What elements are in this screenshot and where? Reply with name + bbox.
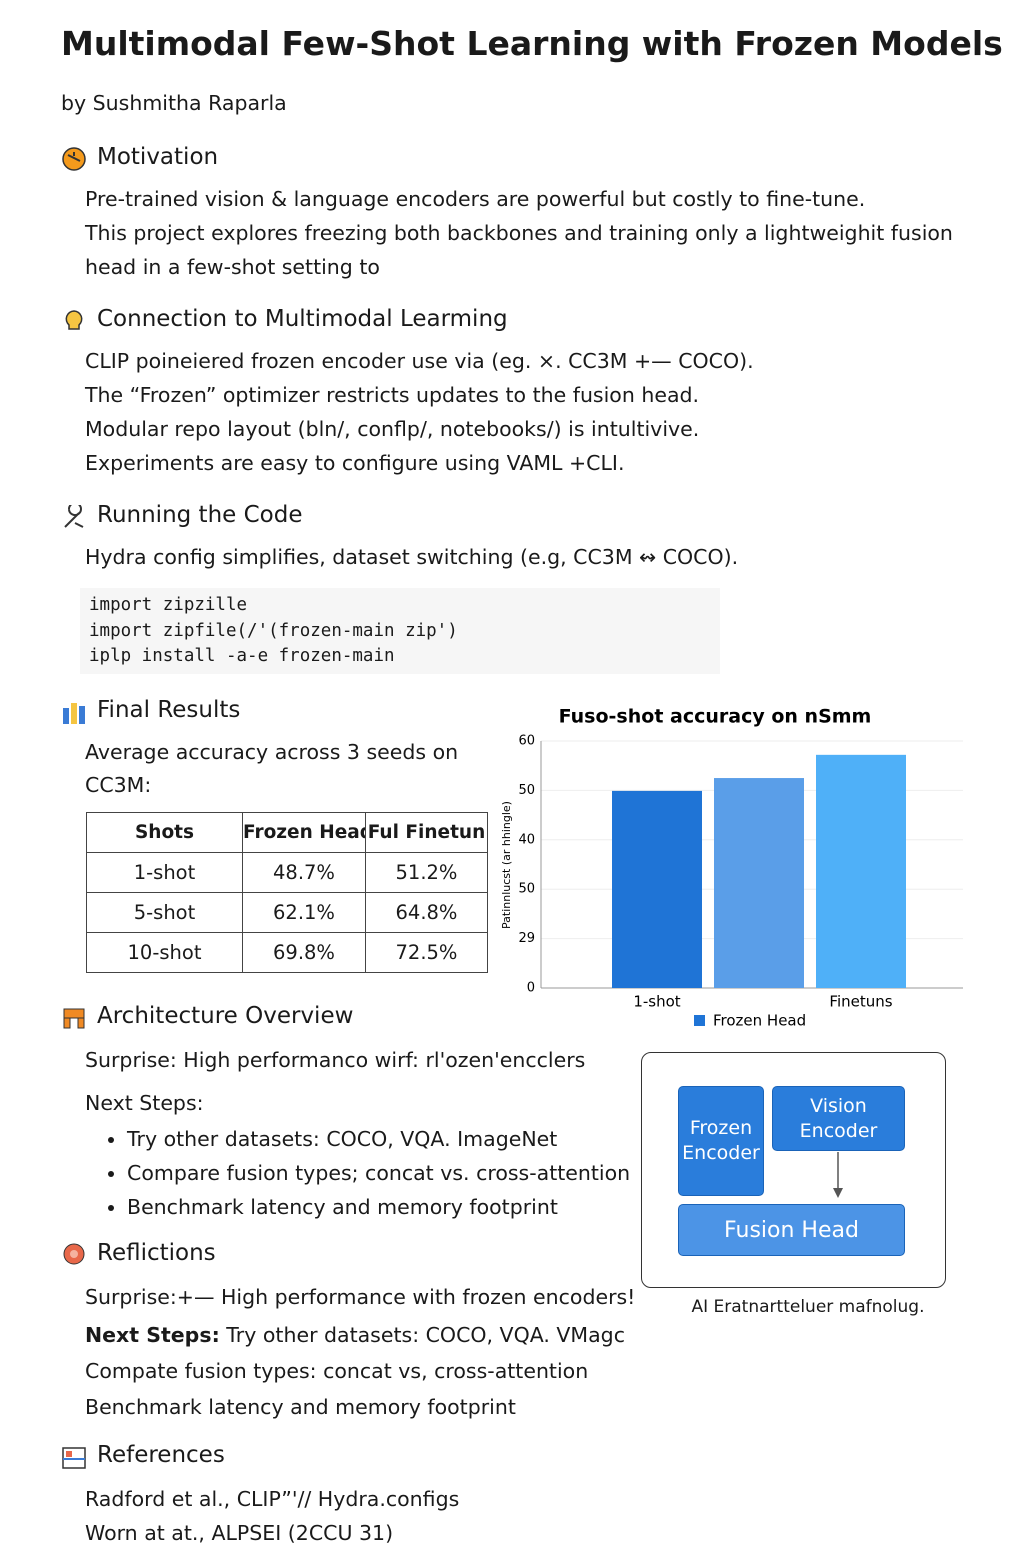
bullet: Benchmark latency and memory footprint [127, 1190, 630, 1224]
author: by Sushmitha Raparla [61, 91, 287, 115]
diagram-node: Frozen Encoder [678, 1086, 764, 1196]
paragraph: Average accuracy across 3 seeds on CC3M: [85, 740, 459, 797]
icon [63, 1243, 85, 1265]
bar [612, 790, 702, 988]
table-header: Frozen Head [242, 812, 366, 853]
icon [63, 1008, 85, 1029]
paragraph: Surprise: High performanco wirf: rl'ozen… [85, 1048, 586, 1072]
section-heading: Reflictions [97, 1240, 216, 1266]
bullet: Try other datasets: COCO, VQA. ImageNet [127, 1122, 630, 1156]
legend-label: Frozen Head [713, 1012, 806, 1030]
diagram-frame [641, 1052, 946, 1288]
bar [816, 754, 906, 988]
diagram-node: Vision Encoder [772, 1086, 905, 1151]
table-cell: 10-shot [86, 932, 243, 973]
code-line: iplp install -a-e frozen-main [89, 646, 395, 666]
chart: Fuso-shot accuracy on nSmm Patinnlucst (… [500, 706, 963, 1030]
page-title: Multimodal Few-Shot Learning with Frozen… [61, 24, 1003, 63]
y-axis-label: Patinnlucst (ar hhingle) [500, 801, 513, 929]
bullet: Compare fusion types; concat vs. cross-a… [127, 1156, 630, 1190]
section-heading: Architecture Overview [97, 1003, 354, 1029]
y-tick-label: 40 [518, 832, 535, 847]
table-cell: 69.8% [242, 932, 366, 973]
paragraph: The “Frozen” optimizer restricts updates… [85, 383, 700, 407]
diagram-arrow [833, 1152, 843, 1198]
paragraph: CLIP poineiered frozen encoder use via (… [85, 349, 754, 373]
table-cell: 72.5% [365, 932, 488, 973]
paragraph: Pre-trained vision & language encoders a… [85, 187, 866, 211]
icon [62, 1447, 86, 1469]
y-tick-label: 0 [527, 981, 535, 996]
code-block: import zipzille import zipfile(/'(frozen-… [80, 588, 720, 674]
icon [62, 147, 86, 171]
table-cell: 64.8% [365, 892, 488, 933]
y-tick-label: 60 [518, 734, 535, 749]
code-line: import zipzille [89, 595, 248, 615]
icon [64, 505, 84, 528]
table-cell: 48.7% [242, 852, 366, 893]
y-tick-label: 50 [518, 783, 535, 798]
y-tick-label: 29 [518, 931, 535, 946]
section-heading: Final Results [97, 697, 241, 723]
icon [63, 703, 85, 724]
section-heading: Running the Code [97, 502, 303, 528]
x-tick-label: Finetuns [829, 993, 892, 1011]
table-header: Shots [86, 812, 243, 853]
bar [714, 778, 804, 988]
legend-swatch [694, 1015, 705, 1026]
bullet-list: Try other datasets: COCO, VQA. ImageNet … [85, 1122, 630, 1224]
table-header: Ful Finetun [365, 812, 488, 853]
paragraph: Experiments are easy to configure using … [85, 451, 625, 475]
section-heading: References [97, 1442, 225, 1468]
diagram-caption: AI Eratnartteluer mafnolug. [691, 1297, 925, 1317]
paragraph: Worn at at., ALPSEI (2CCU 31) [85, 1521, 394, 1545]
paragraph: Hydra config simplifies, dataset switchi… [85, 545, 739, 569]
paragraph: Surprise:+— High performance with frozen… [85, 1285, 636, 1309]
chart-title: Fuso-shot accuracy on nSmm [559, 706, 872, 728]
icon [65, 310, 83, 330]
paragraph: This project explores freezing both back… [85, 221, 953, 279]
paragraph: Benchmark latency and memory footprint [85, 1395, 516, 1419]
paragraph: Next Steps: Try other datasets: COCO, VQ… [85, 1318, 625, 1352]
table-cell: 51.2% [365, 852, 488, 893]
paragraph: Compate fusion types: concat vs, cross-a… [85, 1359, 589, 1383]
diagram-node: Fusion Head [678, 1204, 905, 1256]
text: Try other datasets: COCO, VQA. VMagc [226, 1323, 625, 1347]
paragraph: Modular repo layout (bln/, conflp/, note… [85, 417, 700, 441]
x-tick-label: 1-shot [633, 993, 680, 1011]
section-heading: Connection to Multimodal Learming [97, 306, 508, 332]
label: Next Steps: [85, 1323, 220, 1347]
code-line: import zipfile(/'(frozen-main zip') [89, 620, 458, 641]
table-cell: 1-shot [86, 852, 243, 893]
paragraph: Radford et al., CLIP”'// Hydra.configs [85, 1487, 460, 1511]
y-tick-label: 50 [518, 882, 535, 897]
table-cell: 62.1% [242, 892, 366, 933]
paragraph: Next Steps: [85, 1091, 204, 1115]
results-table: Shots Frozen Head Ful Finetun 1-shot 48.7% 5… [86, 812, 488, 973]
table-cell: 5-shot [86, 892, 243, 933]
section-heading: Motivation [97, 144, 219, 170]
